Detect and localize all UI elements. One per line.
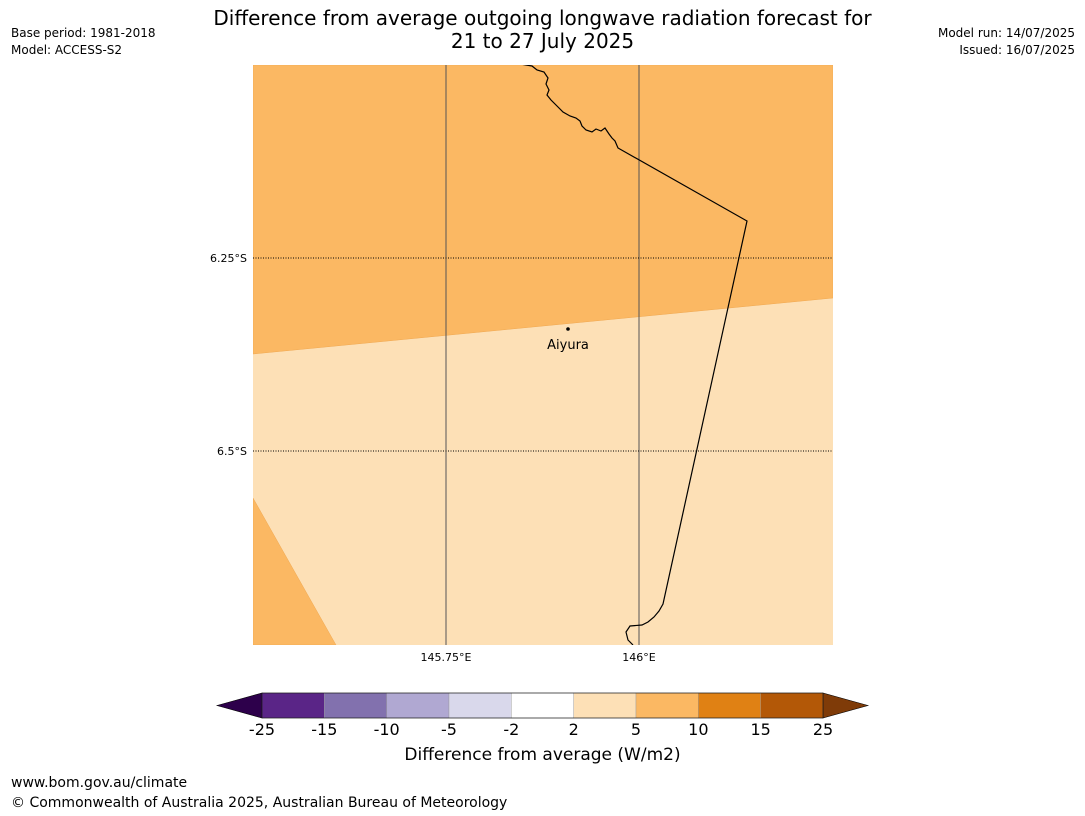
lon-label-145-75: 145.75°E [421,651,472,664]
footer-url: www.bom.gov.au/climate [11,775,188,791]
colorbar-segment [386,692,450,719]
colorbar-underflow-arrow [215,692,263,719]
colorbar-segment [261,692,325,719]
title-line-1: Difference from average outgoing longwav… [213,6,872,30]
model-name: Model: ACCESS-S2 [11,43,123,57]
lat-label-6-5: 6.5°S [217,445,247,458]
colorbar-segment [511,692,574,719]
meta-right: Model run: 14/07/2025 Issued: 16/07/2025 [938,25,1075,59]
colorbar-tick-label: 15 [750,720,770,739]
colorbar-tick-label: 25 [813,720,833,739]
colorbar-tick-label: 5 [631,720,641,739]
band-5-to-10-north [253,65,833,355]
issued-date: Issued: 16/07/2025 [959,43,1075,57]
colorbar-segment [698,692,761,719]
colorbar-tick-label: -5 [441,720,457,739]
map-panel [253,65,833,645]
model-run: Model run: 14/07/2025 [937,26,1075,40]
colorbar-segment [760,692,824,719]
base-period: Base period: 1981-2018 [11,26,156,40]
title-line-2: 21 to 27 July 2025 [450,29,635,53]
colorbar-segment [573,692,637,719]
map-title: Difference from average outgoing longwav… [0,7,1085,53]
place-label-aiyura: Aiyura [547,338,589,353]
colorbar-frame [261,692,824,719]
colorbar-overflow-arrow [822,692,870,719]
colorbar-segment [635,692,699,719]
colorbar-segment [324,692,387,719]
colorbar-tick-label: 10 [688,720,708,739]
colorbar: -25 -15 -10 -5 -2 2 5 10 15 25 [215,692,870,739]
colorbar-label: Difference from average (W/m2) [404,745,681,765]
colorbar-tick-label: -25 [249,720,275,739]
lon-label-146: 146°E [622,651,655,664]
aiyura-marker [566,327,570,331]
colorbar-segment [448,692,512,719]
footer-copyright: © Commonwealth of Australia 2025, Austra… [11,795,508,811]
band-5-to-10-southwest [253,497,337,645]
png-indonesia-border [522,65,748,645]
colorbar-tick-label: -10 [374,720,400,739]
colorbar-tick-label: -2 [503,720,519,739]
lat-label-6-25: 6.25°S [210,252,247,265]
colorbar-tick-label: -15 [311,720,337,739]
colorbar-tick-label: 2 [569,720,579,739]
meta-left: Base period: 1981-2018 Model: ACCESS-S2 [11,25,156,59]
